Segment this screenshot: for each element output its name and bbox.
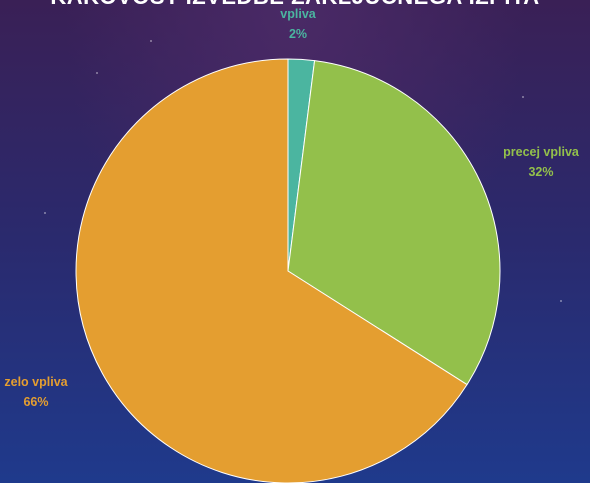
background-star (560, 300, 562, 302)
data-label-precej-vpliva: precej vpliva 32% (503, 145, 580, 179)
background-star (522, 96, 524, 98)
pie-slices (75, 58, 501, 483)
data-label-zelo-vpliva: zelo vpliva 66% (4, 375, 68, 409)
pie-slice-precej-vpliva (287, 60, 501, 386)
pie-slice-zelo-vpliva (75, 58, 468, 483)
pie-labels: vpliva 2% precej vpliva 32% zelo vpliva 66% (4, 7, 580, 409)
background-star (150, 40, 152, 42)
background-star (96, 72, 98, 74)
data-label-ni-vpliva: vpliva 2% (280, 7, 316, 41)
chart-title: KAKOVOST IZVEDBE ZAKLJUČNEGA IZPITA (0, 0, 590, 8)
background-star (44, 212, 46, 214)
